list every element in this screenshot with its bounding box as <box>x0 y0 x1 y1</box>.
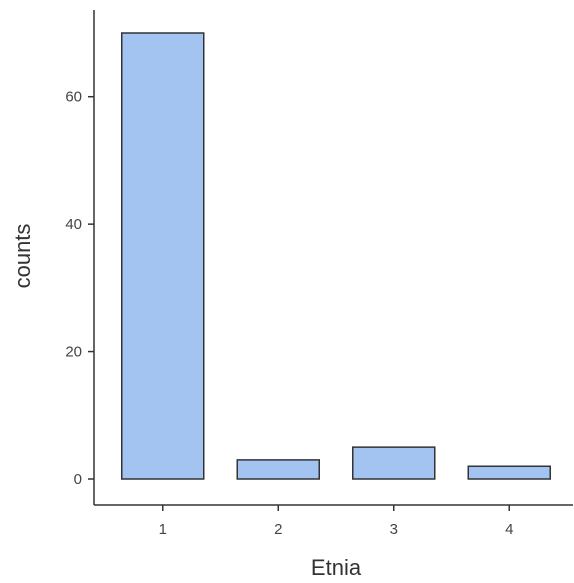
y-tick-label-20: 20 <box>65 344 82 361</box>
y-tick-label-60: 60 <box>65 89 82 106</box>
x-axis-title: Etnia <box>311 555 362 580</box>
bars-layer <box>121 32 551 480</box>
bar-3 <box>352 446 436 480</box>
bar-4 <box>467 465 551 480</box>
x-ticks-layer: 1 2 3 4 <box>159 505 513 538</box>
x-tick-label-2: 2 <box>274 521 282 538</box>
x-tick-label-3: 3 <box>390 521 398 538</box>
x-tick-label-1: 1 <box>159 521 167 538</box>
bar-2 <box>236 459 320 480</box>
y-axis-title: counts <box>10 224 35 289</box>
x-tick-label-4: 4 <box>505 521 513 538</box>
y-tick-label-0: 0 <box>74 471 82 488</box>
y-ticks-layer: 0 20 40 60 <box>65 89 94 488</box>
y-tick-label-40: 40 <box>65 216 82 233</box>
bar-1 <box>121 32 205 480</box>
